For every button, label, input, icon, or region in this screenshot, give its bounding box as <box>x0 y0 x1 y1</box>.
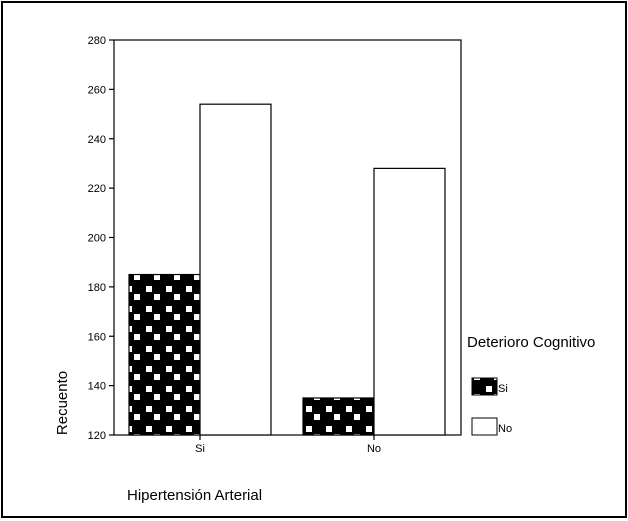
x-axis: Si No <box>195 435 381 455</box>
legend-label-si: Si <box>498 383 508 395</box>
y-tick-label: 220 <box>88 183 106 195</box>
y-tick-label: 140 <box>88 381 106 393</box>
y-axis-label: Recuento <box>54 371 71 435</box>
bar-chart: 120 140 160 180 200 220 240 260 280 Si No Recuent… <box>54 35 595 504</box>
y-axis: 120 140 160 180 200 220 240 260 280 <box>88 35 114 442</box>
x-tick-label: No <box>367 443 381 455</box>
legend-swatch-no <box>471 417 498 436</box>
bar-no-si <box>302 397 375 436</box>
y-tick-label: 160 <box>88 331 106 343</box>
bars <box>128 103 446 436</box>
y-tick-label: 120 <box>88 430 106 442</box>
x-axis-label: Hipertensión Arterial <box>127 487 262 504</box>
y-tick-label: 180 <box>88 282 106 294</box>
x-tick-label: Si <box>195 443 205 455</box>
y-tick-label: 200 <box>88 233 106 245</box>
bar-no-no <box>373 167 446 436</box>
bar-si-no <box>199 103 272 436</box>
y-tick-label: 280 <box>88 35 106 47</box>
legend: Deterioro Cognitivo Si No <box>467 334 595 436</box>
legend-label-no: No <box>498 423 512 435</box>
legend-swatch-si <box>471 377 498 396</box>
legend-title: Deterioro Cognitivo <box>467 334 595 351</box>
y-tick-label: 240 <box>88 134 106 146</box>
bar-si-si <box>128 273 201 436</box>
y-tick-label: 260 <box>88 84 106 96</box>
